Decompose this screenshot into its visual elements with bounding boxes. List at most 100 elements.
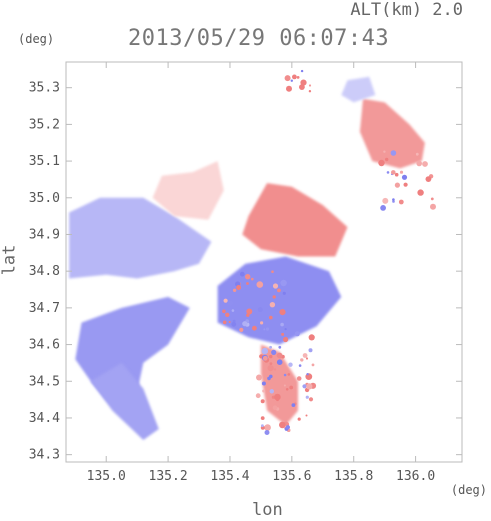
radar-speckle (380, 205, 386, 211)
radar-speckle (282, 291, 286, 295)
radar-speckle (269, 345, 272, 349)
radar-speckle (273, 368, 277, 371)
radar-speckle (239, 327, 244, 332)
radar-speckle (239, 271, 245, 277)
radar-speckle (425, 176, 432, 183)
radar-speckle (308, 90, 312, 93)
radar-speckle (231, 321, 237, 327)
radar-speckle (265, 327, 270, 331)
x-tick-label: 135.6 (272, 469, 311, 484)
radar-speckle (386, 171, 390, 174)
radar-speckle (278, 345, 282, 349)
radar-speckle (260, 416, 265, 420)
radar-speckle (227, 300, 233, 307)
radar-speckle (308, 397, 314, 402)
radar-speckle (223, 298, 228, 303)
altitude-label: ALT(km) 2.0 (350, 0, 463, 20)
y-tick-label: 34.9 (29, 227, 60, 242)
radar-speckle (246, 282, 249, 285)
radar-speckle (401, 174, 408, 180)
radar-speckle (298, 364, 302, 367)
echo-region-northeast-blue-patch (341, 76, 376, 103)
radar-speckle (306, 383, 313, 390)
radar-speckle (279, 421, 286, 429)
radar-speckle (245, 274, 251, 280)
radar-speckle (264, 424, 271, 431)
radar-speckle (251, 277, 254, 281)
radar-speckle (276, 359, 283, 366)
radar-speckle (246, 313, 250, 317)
radar-speckle (292, 74, 297, 80)
radar-speckle (236, 285, 242, 290)
radar-speckle (287, 373, 291, 376)
radar-speckle (232, 319, 236, 323)
radar-speckle (272, 283, 279, 289)
radar-speckle (257, 307, 263, 313)
echo-region-central-blue-cone (217, 256, 342, 345)
radar-speckle (302, 353, 308, 358)
radar-speckle (277, 288, 281, 293)
echo-region-west-blue-sector (69, 197, 212, 279)
y-tick-label: 34.8 (29, 264, 60, 279)
radar-speckle (267, 365, 274, 372)
radar-speckle (228, 321, 231, 323)
radar-speckles (222, 69, 436, 435)
radar-speckle (297, 417, 301, 421)
radar-speckle (231, 309, 235, 312)
radar-speckle (269, 315, 273, 320)
radar-speckle (274, 393, 281, 401)
radar-speckle (246, 308, 253, 315)
radar-speckle (284, 75, 291, 82)
radar-speckle (272, 405, 278, 411)
echo-region-central-red-band (242, 183, 348, 257)
radar-speckle (222, 309, 226, 314)
radar-echo-regions (69, 76, 425, 440)
y-axis-ticks: 34.3 34.4 34.5 34.6 34.7 34.8 34.9 35.0 35.1 35.2… (29, 81, 462, 463)
radar-speckle (385, 157, 389, 162)
radar-speckle (378, 159, 385, 167)
radar-speckle (391, 170, 396, 175)
y-tick-label: 35.2 (29, 117, 60, 132)
radar-speckle (394, 172, 399, 177)
echo-region-northeast-red-cluster (359, 98, 425, 169)
x-axis-label: lon (252, 500, 283, 520)
radar-speckle (283, 336, 289, 343)
radar-speckle (280, 279, 287, 287)
radar-speckle (422, 161, 428, 167)
radar-speckle (390, 150, 397, 156)
radar-speckle (308, 334, 315, 341)
y-tick-label: 35.3 (29, 81, 60, 96)
radar-speckle (284, 328, 287, 331)
radar-speckle (399, 170, 404, 174)
radar-speckle (222, 320, 227, 325)
radar-speckle (305, 414, 308, 417)
radar-speckle (430, 203, 436, 210)
x-axis-ticks: 135.0 135.2 135.4 135.6 135.8 136.0 (87, 62, 435, 484)
radar-speckle (262, 355, 268, 361)
radar-speckle (261, 381, 266, 386)
radar-speckle (308, 348, 313, 353)
radar-speckle (262, 389, 266, 393)
radar-speckle (394, 182, 400, 188)
y-tick-label: 34.3 (29, 448, 60, 463)
radar-speckle (260, 321, 264, 325)
radar-speckle (261, 424, 264, 427)
radar-speckle (392, 200, 395, 203)
radar-speckle (285, 388, 289, 391)
radar-speckle (415, 152, 419, 156)
radar-speckle (288, 362, 293, 367)
radar-speckle (269, 302, 276, 308)
radar-speckle (311, 363, 315, 367)
radar-speckle (300, 358, 304, 362)
echo-region-northwest-pink-sector (152, 161, 224, 220)
radar-speckle (294, 331, 300, 337)
radar-speckle (290, 79, 293, 82)
radar-speckle (261, 347, 268, 355)
radar-speckle (283, 384, 286, 387)
y-tick-label: 34.5 (29, 374, 60, 389)
radar-speckle (306, 373, 309, 376)
radar-speckle (308, 84, 312, 87)
radar-speckle (256, 281, 264, 288)
radar-speckle (242, 321, 248, 327)
